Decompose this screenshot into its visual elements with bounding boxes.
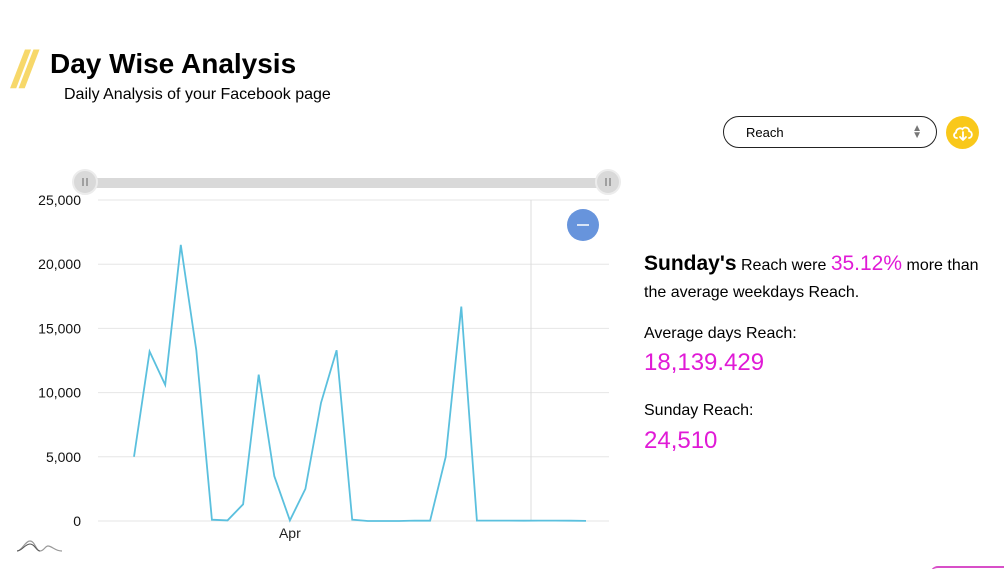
sunday-reach-label: Sunday Reach: bbox=[644, 402, 754, 419]
data-point[interactable] bbox=[473, 517, 481, 525]
insight-line2-text: the average weekdays Reach. bbox=[644, 284, 860, 301]
data-point[interactable] bbox=[520, 517, 528, 525]
reach-series-line[interactable] bbox=[133, 244, 587, 523]
data-point[interactable] bbox=[301, 485, 309, 493]
average-reach-value: 18,139.429 bbox=[644, 349, 765, 376]
data-point[interactable] bbox=[146, 348, 154, 356]
insight-summary: Sunday's Reach were 35.12% more than the… bbox=[644, 250, 999, 306]
insight-metric-text: Reach were bbox=[740, 257, 827, 274]
y-tick-label: 25,000 bbox=[38, 192, 81, 208]
page-subtitle: Daily Analysis of your Facebook page bbox=[64, 86, 331, 103]
y-tick-label: 0 bbox=[73, 513, 81, 529]
data-point[interactable] bbox=[286, 516, 294, 524]
slash-decoration-icon: // bbox=[12, 41, 35, 99]
data-point[interactable] bbox=[192, 346, 200, 354]
data-point[interactable] bbox=[488, 517, 496, 525]
reset-zoom-button[interactable] bbox=[567, 209, 599, 241]
metric-select[interactable]: Reach ▲ ▼ bbox=[723, 116, 937, 148]
y-tick-label: 20,000 bbox=[38, 256, 81, 272]
data-point[interactable] bbox=[364, 517, 372, 525]
cloud-download-icon bbox=[952, 126, 973, 141]
data-point[interactable] bbox=[161, 381, 169, 389]
data-point[interactable] bbox=[535, 517, 543, 525]
select-arrows-icon: ▲ ▼ bbox=[912, 123, 922, 141]
zoom-scrollbar[interactable] bbox=[72, 169, 621, 195]
data-point[interactable] bbox=[426, 517, 434, 525]
y-tick-label: 10,000 bbox=[38, 385, 81, 401]
data-point[interactable] bbox=[457, 303, 465, 311]
download-button[interactable] bbox=[946, 116, 979, 149]
data-point[interactable] bbox=[239, 500, 247, 508]
y-tick-label: 5,000 bbox=[46, 449, 81, 465]
average-reach-label: Average days Reach: bbox=[644, 325, 797, 342]
sunday-reach-value: 24,510 bbox=[644, 427, 718, 454]
y-tick-label: 15,000 bbox=[38, 320, 81, 336]
scrollbar-start-grip[interactable] bbox=[72, 169, 98, 195]
data-point[interactable] bbox=[411, 517, 419, 525]
scrollbar-track[interactable] bbox=[85, 178, 609, 188]
corner-accent bbox=[930, 566, 1004, 569]
insight-percent: 35.12% bbox=[830, 252, 903, 275]
insight-more-text: more than bbox=[906, 257, 979, 274]
x-tick-label: Apr bbox=[279, 525, 301, 541]
reach-line-chart: 0 5,000 10,000 15,000 20,000 25,000 Apr bbox=[16, 169, 621, 552]
data-point[interactable] bbox=[177, 241, 185, 249]
data-point[interactable] bbox=[551, 517, 559, 525]
data-point[interactable] bbox=[566, 517, 574, 525]
data-point[interactable] bbox=[255, 371, 263, 379]
data-point[interactable] bbox=[270, 472, 278, 480]
scrollbar-end-grip[interactable] bbox=[595, 169, 621, 195]
insight-day-name: Sunday's bbox=[644, 252, 737, 275]
data-point[interactable] bbox=[504, 517, 512, 525]
page-title: Day Wise Analysis bbox=[50, 48, 297, 79]
data-point[interactable] bbox=[379, 517, 387, 525]
data-point[interactable] bbox=[208, 516, 216, 524]
data-point[interactable] bbox=[317, 399, 325, 407]
metric-select-value: Reach bbox=[746, 124, 784, 140]
data-point[interactable] bbox=[348, 516, 356, 524]
data-point[interactable] bbox=[442, 453, 450, 461]
data-point[interactable] bbox=[333, 346, 341, 354]
data-point[interactable] bbox=[130, 453, 138, 461]
chart-logo-icon bbox=[16, 540, 63, 552]
data-point[interactable] bbox=[395, 517, 403, 525]
data-point[interactable] bbox=[224, 516, 232, 524]
data-point[interactable] bbox=[582, 517, 590, 525]
